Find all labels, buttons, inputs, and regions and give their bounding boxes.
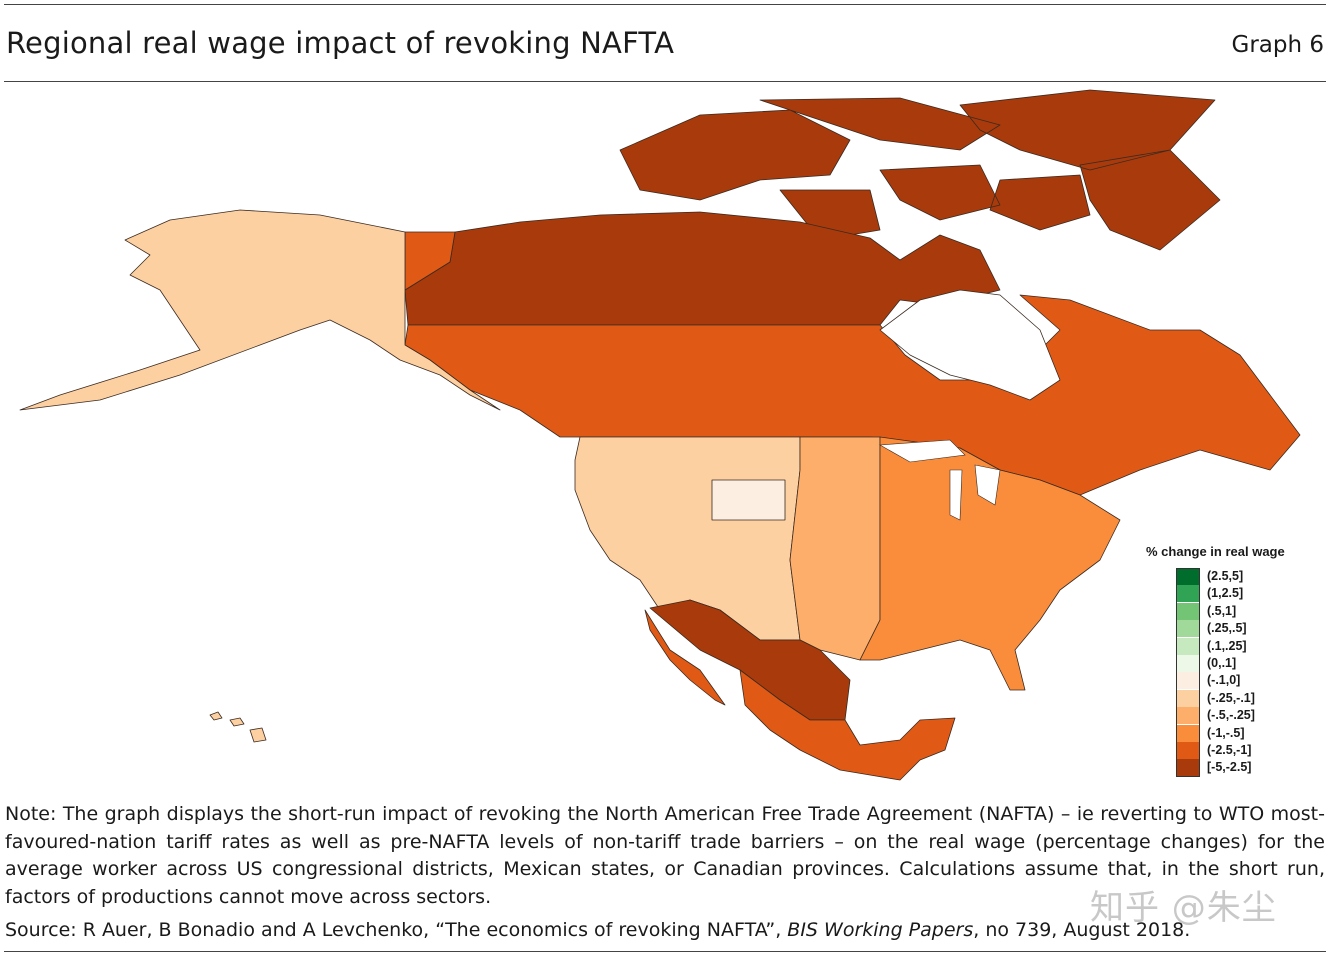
hudson-bay [879,289,1061,401]
legend-label: (0,.1] [1207,656,1237,670]
legend-label: (.5,1] [1207,603,1237,618]
legend-label: (.1,.25] [1207,638,1247,653]
legend-label: (-.25,-.1] [1207,690,1255,705]
us-east [859,436,1121,691]
source-line: Source: R Auer, B Bonadio and A Levchenk… [5,919,1190,941]
legend-label: (.25,.5] [1207,621,1247,636]
legend-swatch [1176,742,1200,759]
legend-swatch [1176,637,1200,655]
legend-label: (-2.5,-1] [1207,743,1252,757]
source-italic: BIS Working Papers [787,919,974,941]
hawaii [209,711,267,743]
legend-swatch [1176,759,1200,777]
wyoming [711,479,786,521]
legend-title: % change in real wage [1146,544,1285,559]
legend-swatch [1176,707,1200,725]
legend-swatch [1176,724,1200,742]
legend-swatch [1176,585,1200,603]
legend-swatch [1176,602,1200,620]
legend-swatch [1176,655,1200,672]
legend-label: (-.5,-.25] [1207,708,1255,723]
arctic-islands [619,89,1221,251]
legend-label: (-1,-.5] [1207,725,1245,740]
chart-title: Regional real wage impact of revoking NA… [6,26,675,60]
lake-michigan [949,469,963,521]
lake-huron [974,464,1001,506]
legend-swatch [1176,689,1200,707]
title-rule [4,81,1326,82]
legend-swatch [1176,568,1200,585]
northern-territories [404,211,1001,326]
note-text: Note: The graph displays the short-run i… [5,803,1325,908]
top-rule [4,4,1326,5]
bottom-rule [4,951,1326,952]
north-america-map [19,89,1301,781]
us-plains [789,436,881,661]
lake-superior [878,439,966,463]
legend-label: (1,2.5] [1207,586,1244,601]
alaska [19,209,501,411]
legend-swatch [1176,620,1200,638]
legend-swatch [1176,672,1200,690]
baja-california [644,609,726,706]
legend-label: (-.1,0] [1207,673,1241,688]
watermark-text: 知乎 @朱尘 [1090,888,1277,928]
source-prefix: Source: R Auer, B Bonadio and A Levchenk… [5,919,788,941]
mexico-south [739,669,956,781]
graph-number: Graph 6 [1231,32,1325,58]
legend-label: [-5,-2.5] [1207,760,1252,775]
legend-frame [1176,568,1200,777]
legend-label: (2.5,5] [1207,569,1244,583]
source-suffix: , no 739, August 2018. [973,919,1191,941]
